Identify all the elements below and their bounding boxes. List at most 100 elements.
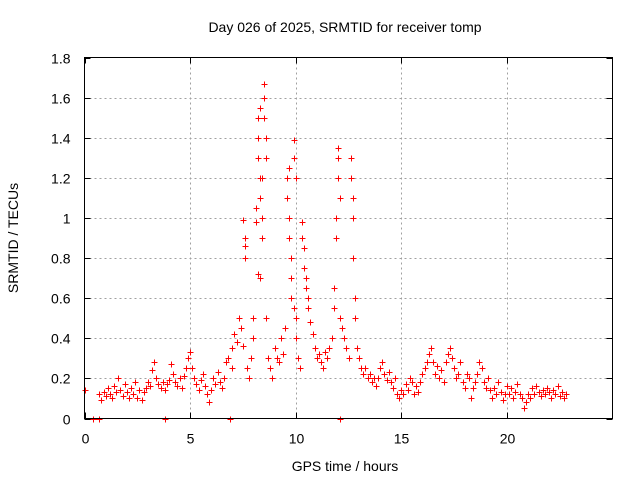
data-point <box>398 387 405 394</box>
data-point <box>436 375 443 382</box>
data-point <box>413 383 420 390</box>
data-point <box>561 395 568 402</box>
y-axis-label: SRMTID / TECUs <box>5 183 21 293</box>
data-point <box>238 325 245 332</box>
data-point <box>206 399 213 406</box>
y-tick-label: 1.6 <box>51 91 71 107</box>
data-point <box>335 145 342 152</box>
data-point <box>352 315 359 322</box>
data-point <box>335 155 342 162</box>
axis-ticks <box>84 57 613 420</box>
data-point <box>322 349 329 356</box>
data-point <box>255 155 262 162</box>
data-point <box>259 215 266 222</box>
data-point <box>415 389 422 396</box>
data-point <box>428 345 435 352</box>
data-point <box>227 416 234 423</box>
data-point <box>250 335 257 342</box>
data-point <box>107 391 114 398</box>
data-point <box>297 365 304 372</box>
data-point <box>132 379 139 386</box>
data-point <box>348 175 355 182</box>
data-point <box>318 359 325 366</box>
data-point <box>286 235 293 242</box>
data-point <box>212 381 219 388</box>
data-point <box>525 391 532 398</box>
data-point <box>491 385 498 392</box>
data-point <box>162 387 169 394</box>
data-point <box>426 351 433 358</box>
data-point <box>202 383 209 390</box>
data-point <box>128 385 135 392</box>
data-point <box>257 275 264 282</box>
data-point <box>96 416 103 423</box>
data-point <box>403 381 410 388</box>
data-point <box>405 387 412 394</box>
data-point <box>510 395 517 402</box>
data-point <box>291 137 298 144</box>
data-point <box>333 215 340 222</box>
data-point <box>242 255 249 262</box>
data-point <box>196 387 203 394</box>
data-point <box>136 387 143 394</box>
data-point <box>126 395 133 402</box>
data-point <box>485 375 492 382</box>
data-point <box>257 105 264 112</box>
data-point <box>223 359 230 366</box>
data-point <box>324 355 331 362</box>
data-point <box>130 391 137 398</box>
data-point <box>284 175 291 182</box>
data-point <box>187 349 194 356</box>
x-tick-label: 15 <box>394 431 410 447</box>
data-point <box>288 255 295 262</box>
data-point <box>445 351 452 358</box>
y-tick-label: 1.4 <box>51 131 71 147</box>
data-point <box>282 325 289 332</box>
data-point <box>400 391 407 398</box>
data-point <box>310 331 317 338</box>
data-point <box>147 383 154 390</box>
data-point <box>434 363 441 370</box>
data-point <box>288 275 295 282</box>
data-point <box>470 385 477 392</box>
data-point <box>181 373 188 380</box>
data-point <box>498 389 505 396</box>
data-point <box>346 355 353 362</box>
data-point <box>240 217 247 224</box>
data-point <box>198 377 205 384</box>
data-point <box>204 391 211 398</box>
data-point <box>331 285 338 292</box>
data-point <box>305 305 312 312</box>
data-point <box>379 359 386 366</box>
data-point <box>546 389 553 396</box>
data-point <box>109 395 116 402</box>
data-point <box>521 405 528 412</box>
data-point <box>261 115 268 122</box>
data-point <box>255 271 262 278</box>
data-point <box>117 387 124 394</box>
data-point <box>141 389 148 396</box>
data-point <box>82 387 89 394</box>
data-point <box>299 235 306 242</box>
data-point <box>373 383 380 390</box>
data-point <box>265 355 272 362</box>
data-point <box>495 379 502 386</box>
data-point <box>177 375 184 382</box>
data-point <box>329 335 336 342</box>
data-point <box>409 379 416 386</box>
data-point <box>155 381 162 388</box>
data-point <box>504 383 511 390</box>
data-point <box>531 391 538 398</box>
data-point <box>411 391 418 398</box>
data-point <box>312 345 319 352</box>
data-point <box>286 165 293 172</box>
data-point <box>293 335 300 342</box>
data-point <box>267 365 274 372</box>
data-point <box>464 371 471 378</box>
data-point <box>219 385 226 392</box>
data-point <box>550 387 557 394</box>
data-point <box>350 255 357 262</box>
data-point <box>337 416 344 423</box>
data-point <box>337 315 344 322</box>
data-point <box>124 389 131 396</box>
